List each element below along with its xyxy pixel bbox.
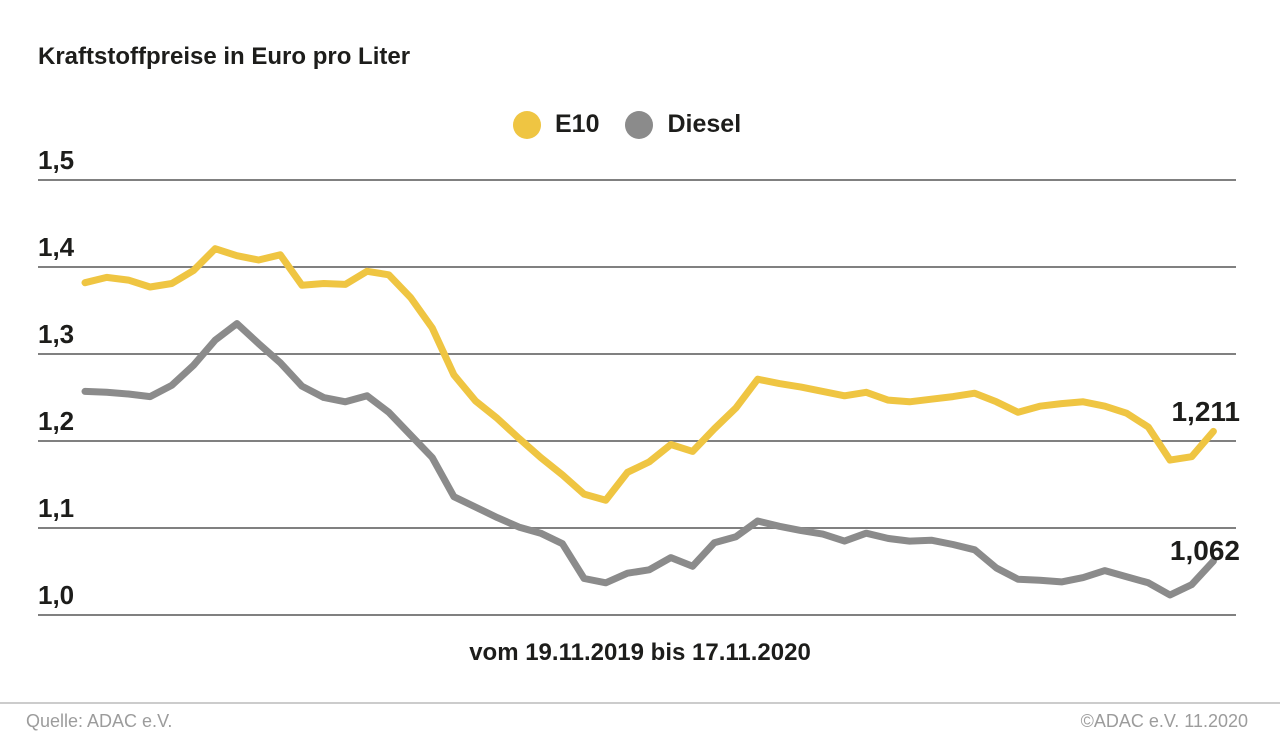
y-tick-label-1,5: 1,5 — [38, 145, 75, 175]
legend-item-diesel: Diesel — [625, 110, 741, 139]
legend-item-e10: E10 — [513, 110, 599, 139]
footer-source-text: Quelle: ADAC e.V. — [26, 711, 173, 731]
e10-color-dot-icon — [513, 110, 541, 139]
legend-label-diesel: Diesel — [667, 110, 742, 138]
page-title: Kraftstoffpreise in Euro pro Liter — [38, 43, 411, 70]
footer-copyright-text: ©ADAC e.V. 11.2020 — [1080, 711, 1248, 731]
y-tick-label-1,0: 1,0 — [38, 580, 75, 610]
legend: E10 Diesel — [513, 110, 741, 139]
legend-label-e10: E10 — [555, 110, 600, 138]
x-axis-range-label: vom 19.11.2019 bis 17.11.2020 — [469, 639, 811, 666]
diesel-price-line — [81, 320, 1217, 599]
footer-divider — [0, 702, 1280, 704]
diesel-end-value-label: 1,062 — [1169, 535, 1240, 566]
y-tick-label-1,3: 1,3 — [38, 319, 75, 349]
y-tick-label-1,1: 1,1 — [38, 493, 75, 523]
y-tick-label-1,4: 1,4 — [38, 232, 75, 262]
y-tick-label-1,2: 1,2 — [38, 406, 75, 436]
e10-price-line — [81, 245, 1217, 504]
e10-end-value-label: 1,211 — [1171, 396, 1240, 427]
diesel-color-dot-icon — [625, 110, 654, 139]
